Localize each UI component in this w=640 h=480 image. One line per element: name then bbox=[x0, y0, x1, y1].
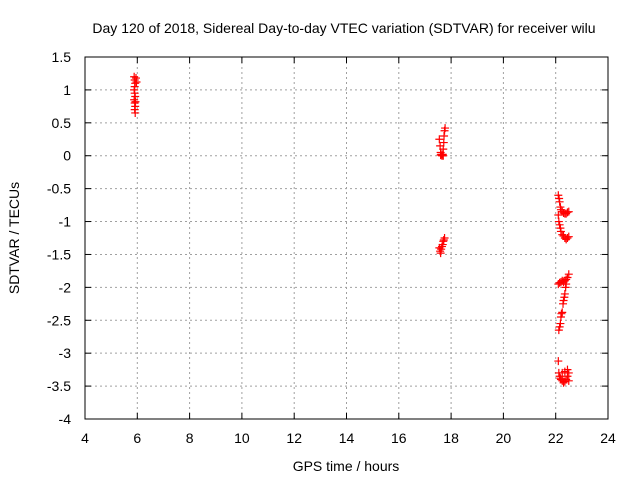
y-tick-label: 1.5 bbox=[52, 49, 72, 65]
y-tick-label: -1 bbox=[59, 214, 72, 230]
data-point bbox=[439, 151, 448, 160]
data-point bbox=[560, 377, 569, 386]
data-point bbox=[554, 217, 563, 226]
data-point bbox=[557, 309, 566, 318]
y-axis-label: SDTVAR / TECUs bbox=[6, 182, 22, 294]
data-point bbox=[437, 242, 446, 251]
y-tick-labels: 1.5 1 0.5 0 -0.5 -1 -1.5 -2 -2.5 -3 -3.5 -4 bbox=[47, 49, 71, 427]
x-tick-label: 14 bbox=[339, 430, 355, 446]
data-point bbox=[555, 220, 564, 229]
data-point bbox=[555, 322, 564, 331]
data-point bbox=[563, 234, 572, 242]
data-point bbox=[441, 124, 450, 133]
x-tick-label: 16 bbox=[391, 430, 407, 446]
data-point bbox=[560, 289, 569, 298]
y-tick-label: -2.5 bbox=[47, 312, 71, 328]
x-tick-label: 6 bbox=[133, 430, 141, 446]
y-tick-label: -2 bbox=[59, 279, 72, 295]
y-tick-label: 0.5 bbox=[52, 115, 72, 131]
data-point bbox=[131, 97, 140, 106]
x-tick-label: 12 bbox=[286, 430, 302, 446]
y-tick-label: -3.5 bbox=[47, 378, 71, 394]
data-point bbox=[440, 234, 449, 242]
data-point bbox=[563, 208, 572, 217]
y-tick-label: -1.5 bbox=[47, 246, 71, 262]
data-point bbox=[558, 368, 567, 377]
x-tick-label: 18 bbox=[443, 430, 459, 446]
x-tick-label: 4 bbox=[81, 430, 89, 446]
x-tick-label: 8 bbox=[186, 430, 194, 446]
y-tick-label: -0.5 bbox=[47, 181, 71, 197]
y-tick-label: -4 bbox=[59, 411, 72, 427]
x-tick-label: 20 bbox=[496, 430, 512, 446]
x-tick-label: 22 bbox=[548, 430, 564, 446]
data-point bbox=[554, 326, 563, 335]
data-point bbox=[439, 235, 448, 244]
grid-lines bbox=[85, 57, 608, 419]
x-axis-label: GPS time / hours bbox=[293, 458, 400, 474]
y-tick-label: -3 bbox=[59, 345, 72, 361]
data-point bbox=[554, 191, 563, 200]
data-point bbox=[131, 108, 140, 117]
data-point bbox=[564, 232, 573, 241]
y-tick-label: 0 bbox=[63, 148, 71, 164]
y-tick-label: 1 bbox=[63, 82, 71, 98]
data-point bbox=[563, 273, 572, 282]
data-point bbox=[435, 135, 444, 144]
data-point bbox=[556, 227, 565, 236]
plot-frame bbox=[84, 56, 609, 420]
data-point bbox=[562, 280, 571, 289]
data-point bbox=[558, 308, 567, 317]
data-point bbox=[564, 207, 573, 216]
data-point bbox=[132, 78, 141, 87]
x-tick-label: 10 bbox=[234, 430, 250, 446]
data-point bbox=[564, 270, 573, 279]
data-point bbox=[555, 197, 564, 206]
x-tick-labels: 4 6 8 10 12 14 16 18 20 22 24 bbox=[81, 430, 616, 446]
x-tick-label: 24 bbox=[600, 430, 616, 446]
chart-title: Day 120 of 2018, Sidereal Day-to-day VTE… bbox=[92, 20, 595, 36]
data-point bbox=[554, 357, 563, 366]
data-point bbox=[559, 296, 568, 305]
data-point bbox=[564, 376, 573, 385]
data-points bbox=[130, 72, 573, 387]
